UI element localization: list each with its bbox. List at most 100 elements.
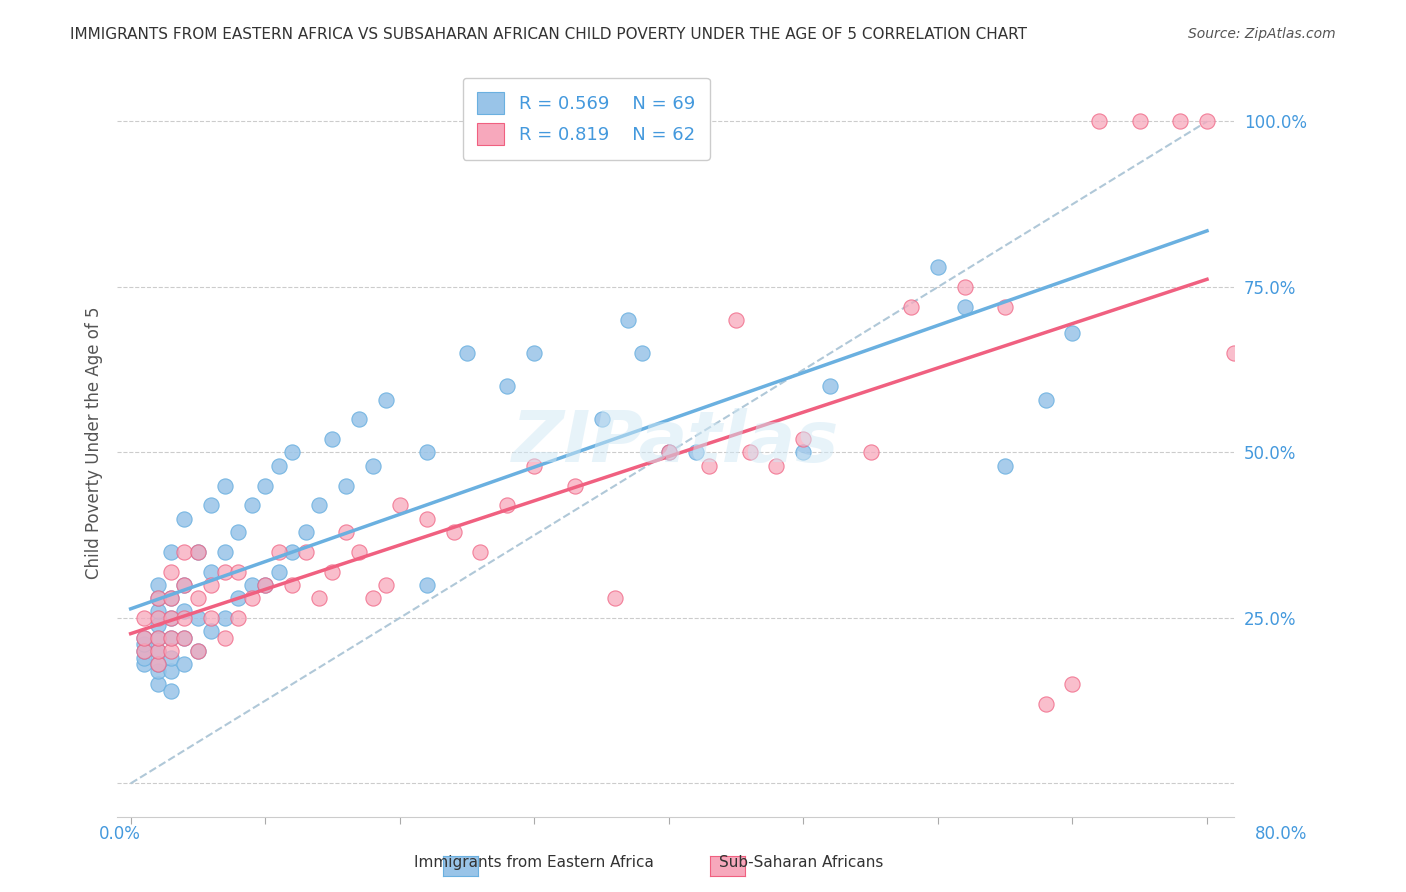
Point bbox=[146, 657, 169, 672]
Point bbox=[132, 611, 155, 625]
Point bbox=[160, 545, 183, 559]
Point bbox=[294, 524, 316, 539]
Point bbox=[1062, 677, 1084, 691]
Y-axis label: Child Poverty Under the Age of 5: Child Poverty Under the Age of 5 bbox=[86, 306, 103, 579]
Point bbox=[132, 637, 155, 651]
Point bbox=[617, 313, 640, 327]
Point bbox=[1168, 114, 1191, 128]
Point bbox=[496, 379, 519, 393]
Point bbox=[146, 591, 169, 606]
Text: Immigrants from Eastern Africa: Immigrants from Eastern Africa bbox=[415, 855, 654, 870]
Point bbox=[658, 445, 681, 459]
Point bbox=[146, 611, 169, 625]
Point bbox=[927, 260, 949, 274]
Point bbox=[349, 412, 371, 426]
Point bbox=[173, 578, 195, 592]
Point bbox=[321, 432, 343, 446]
Point bbox=[146, 631, 169, 645]
Point bbox=[226, 524, 249, 539]
Point bbox=[267, 458, 290, 473]
Point bbox=[240, 591, 263, 606]
Point bbox=[1223, 346, 1246, 360]
Point bbox=[294, 545, 316, 559]
Point bbox=[765, 458, 787, 473]
Point bbox=[523, 346, 546, 360]
Point bbox=[173, 611, 195, 625]
Point bbox=[456, 346, 478, 360]
Point bbox=[953, 280, 976, 294]
Point bbox=[132, 644, 155, 658]
Point bbox=[160, 683, 183, 698]
Point bbox=[187, 644, 209, 658]
Point bbox=[281, 545, 304, 559]
Point bbox=[200, 578, 222, 592]
Point bbox=[1062, 326, 1084, 341]
Point bbox=[173, 511, 195, 525]
Point bbox=[187, 545, 209, 559]
Point bbox=[697, 458, 720, 473]
Point bbox=[375, 392, 398, 407]
Point bbox=[994, 300, 1017, 314]
Point bbox=[738, 445, 761, 459]
Text: Source: ZipAtlas.com: Source: ZipAtlas.com bbox=[1188, 27, 1336, 41]
Point bbox=[214, 565, 236, 579]
Point bbox=[146, 644, 169, 658]
Point bbox=[146, 578, 169, 592]
Point bbox=[173, 604, 195, 618]
Point bbox=[187, 545, 209, 559]
Point bbox=[281, 578, 304, 592]
Point bbox=[173, 631, 195, 645]
Point bbox=[214, 611, 236, 625]
Point bbox=[254, 478, 277, 492]
Point bbox=[160, 631, 183, 645]
Point bbox=[1088, 114, 1111, 128]
Point bbox=[132, 631, 155, 645]
Point bbox=[496, 499, 519, 513]
Point bbox=[146, 591, 169, 606]
Point bbox=[226, 611, 249, 625]
Point bbox=[146, 664, 169, 678]
Point bbox=[187, 591, 209, 606]
Point bbox=[146, 677, 169, 691]
Point bbox=[631, 346, 654, 360]
Point bbox=[1035, 392, 1057, 407]
Point bbox=[685, 445, 707, 459]
Point bbox=[603, 591, 626, 606]
Point bbox=[146, 644, 169, 658]
Point bbox=[132, 631, 155, 645]
Point bbox=[160, 591, 183, 606]
Point bbox=[349, 545, 371, 559]
Legend: R = 0.569    N = 69, R = 0.819    N = 62: R = 0.569 N = 69, R = 0.819 N = 62 bbox=[463, 78, 710, 160]
Point bbox=[321, 565, 343, 579]
Point bbox=[160, 611, 183, 625]
Point bbox=[214, 545, 236, 559]
Point bbox=[146, 604, 169, 618]
Point bbox=[792, 445, 814, 459]
Point bbox=[226, 591, 249, 606]
Point bbox=[415, 445, 437, 459]
Point bbox=[415, 511, 437, 525]
Point bbox=[226, 565, 249, 579]
Point bbox=[200, 499, 222, 513]
Point bbox=[160, 591, 183, 606]
Point bbox=[900, 300, 922, 314]
Point bbox=[214, 631, 236, 645]
Point bbox=[470, 545, 492, 559]
Point bbox=[254, 578, 277, 592]
Point bbox=[335, 524, 357, 539]
Point bbox=[281, 445, 304, 459]
Point bbox=[240, 499, 263, 513]
Point bbox=[160, 644, 183, 658]
Point bbox=[160, 565, 183, 579]
Point bbox=[173, 578, 195, 592]
Point bbox=[308, 499, 330, 513]
Point bbox=[146, 631, 169, 645]
Point bbox=[443, 524, 465, 539]
Point bbox=[591, 412, 613, 426]
Point bbox=[160, 664, 183, 678]
Point bbox=[361, 591, 384, 606]
Point bbox=[187, 611, 209, 625]
Point bbox=[160, 631, 183, 645]
Point bbox=[564, 478, 586, 492]
Point bbox=[160, 611, 183, 625]
